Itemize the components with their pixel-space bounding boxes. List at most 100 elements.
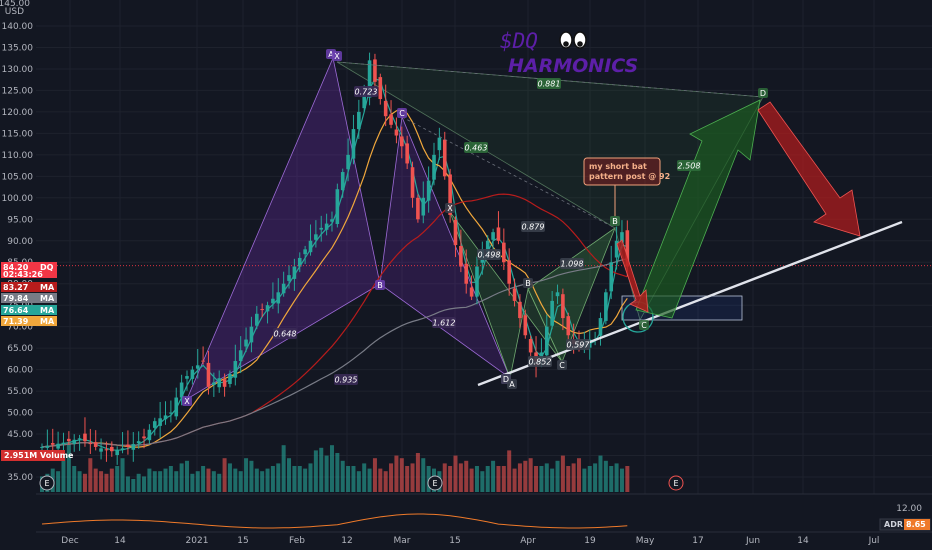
price-tag [1,262,57,278]
candle [287,265,291,289]
pattern-point-label: C [399,109,405,118]
pattern-point-marker [639,320,649,330]
volume-bar [496,466,501,492]
candle [340,168,345,198]
adr-line [41,513,628,529]
candle [217,370,222,393]
ratio-label: 0.852 [529,358,552,367]
callout-box [583,157,661,186]
volume-bar [571,463,576,492]
ratio-label: 0.463 [465,144,488,153]
candle [77,434,82,451]
pattern-point-label: D [503,375,509,384]
candle [93,430,98,451]
candle [228,370,232,388]
candle [416,194,420,223]
candle [292,258,297,291]
price-tag-name: MA [40,317,55,326]
volume-bar [227,463,232,492]
candle [131,432,136,462]
volume-bar [507,450,512,492]
earnings-event-label: E [44,479,49,488]
candle [99,438,103,460]
volume-bar [88,458,93,492]
earnings-event-icon[interactable] [668,475,684,491]
candle [561,288,565,331]
adr-ref-label: 12.00 [896,504,922,514]
volume-bar [313,450,318,492]
candle [158,401,162,438]
volume-bar [222,458,227,492]
volume-bar [233,468,238,492]
volume-bar [609,466,614,492]
pattern-point-marker [332,51,342,61]
volume-bar [598,455,603,492]
candle [142,428,146,449]
candle [442,131,447,180]
candle [308,224,313,256]
ratio-badge [464,142,488,153]
candle [437,127,442,161]
y-tick-label: 125.00 [2,86,34,96]
candle [233,344,238,386]
volume-bar [61,455,66,492]
ratio-badge [528,356,552,367]
y-tick-label: 35.00 [7,473,33,483]
y-tick-label: 110.00 [2,151,34,161]
y-tick-label: 135.00 [2,43,34,53]
ratio-label: 0.648 [274,330,297,339]
earnings-event-icon[interactable] [427,475,443,491]
ratio-label: 0.879 [522,223,545,232]
candle [201,346,205,365]
ratio-badge [537,78,561,89]
candle [496,211,501,245]
x-tick-label: 15 [237,536,248,546]
candle [67,431,71,445]
candle [394,117,399,144]
candle [507,248,511,296]
ratio-label: 0.723 [355,88,378,97]
candle [405,135,409,170]
volume-bar [72,466,77,492]
volume-bar [582,468,587,492]
volume-bar [142,476,147,492]
x-tick-label: 12 [341,536,352,546]
y-tick-label: 60.00 [7,366,33,376]
pattern-point-marker [375,280,385,290]
volume-bar [464,460,469,492]
candle [255,306,259,330]
candle [169,400,173,423]
volume-bar [453,455,458,492]
watermark-line-2: HARMONICS [508,55,638,77]
volume-bar [469,468,474,492]
candle [185,370,189,391]
y-axis-panel[interactable] [0,0,36,494]
candle [448,168,452,223]
currency-label: USD [5,7,24,17]
x-tick-label: 14 [114,536,126,546]
volume-bar [593,463,598,492]
volume-bar [281,445,286,492]
candle [383,84,388,127]
volume-bar [512,468,517,492]
candle [346,138,350,182]
candle [190,366,195,385]
candle [330,211,334,232]
volume-bar [544,463,549,492]
y-tick-label-top: 145.00 [0,0,30,9]
ratio-badge [477,249,501,260]
earnings-event-icon[interactable] [39,475,55,491]
volume-bar [346,466,351,492]
volume-bar [319,447,324,492]
candle [598,312,603,346]
volume-bar [66,442,71,492]
volume-bar [340,460,345,492]
price-tag-name: MA [40,294,55,303]
ratio-badge [273,328,297,339]
xd-ratio-line [336,61,764,98]
volume-bar [555,460,560,492]
price-tag-value: 84.20 [3,263,29,272]
volume-bar [206,468,211,492]
volume-bar [372,458,377,492]
